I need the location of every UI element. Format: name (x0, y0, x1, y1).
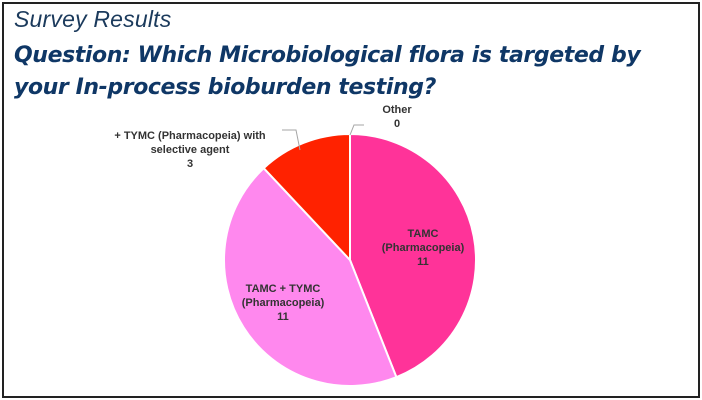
question-line-1: Question: Which Microbiological flora is… (14, 43, 641, 68)
slice-value-1: 11 (277, 311, 289, 323)
leader-line-other (349, 124, 364, 136)
slice-value-2: 3 (187, 158, 193, 170)
slice-label-0: TAMC (Pharmacopeia) 11 (382, 228, 465, 268)
slice-label-line-1-0: TAMC + TYMC (246, 283, 321, 295)
slice-label-3: Other 0 (382, 104, 412, 130)
question-line-2: your In-process bioburden testing? (14, 75, 436, 100)
slice-label-line-2-0: + TYMC (Pharmacopeia) with (114, 130, 266, 142)
pie-slice-0 (349, 132, 477, 379)
slice-label-1: TAMC + TYMC (Pharmacopeia) 11 (242, 283, 325, 323)
question-title: Question: Which Microbiological flora is… (14, 40, 694, 104)
section-title: Survey Results (14, 6, 172, 32)
slice-label-line-2-1: selective agent (151, 144, 230, 156)
slice-label-2: + TYMC (Pharmacopeia) with selective agen… (114, 130, 266, 170)
slice-label-line-3-0: Other (382, 104, 412, 116)
slice-label-line-0-1: (Pharmacopeia) (382, 242, 465, 254)
slice-label-line-1-1: (Pharmacopeia) (242, 297, 325, 309)
slice-value-0: 11 (417, 256, 429, 268)
pie-slice-2 (262, 132, 351, 263)
slice-label-line-0-0: TAMC (408, 228, 439, 240)
pie-slice-1 (223, 166, 398, 387)
leader-line-selective-agent (282, 129, 301, 151)
slice-value-3: 0 (394, 118, 400, 130)
